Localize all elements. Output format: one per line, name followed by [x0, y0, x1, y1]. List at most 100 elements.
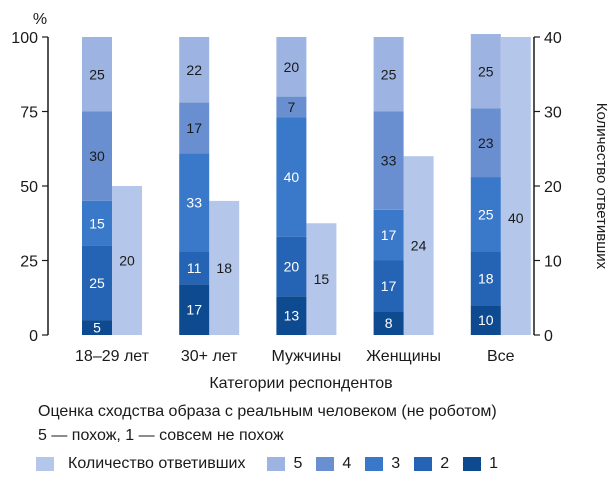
legend-swatch-3	[365, 457, 384, 471]
stack-segment-4	[276, 96, 307, 118]
segment-label: 17	[381, 278, 397, 294]
right-axis-title: Количество ответивших	[593, 103, 607, 270]
segment-label: 20	[284, 258, 300, 274]
right-tick-label: 30	[544, 105, 562, 122]
segment-label: 11	[187, 260, 202, 276]
stack-segment-1	[276, 296, 307, 335]
segment-label: 25	[478, 63, 494, 79]
legend-item-3: 3	[365, 455, 400, 473]
legend: Количество ответивших 5 4 3 2 1	[36, 455, 512, 473]
legend-item-2: 2	[414, 455, 449, 473]
stack-segment-3	[82, 200, 112, 246]
stack-segment-3	[179, 153, 210, 252]
segment-label: 22	[186, 62, 202, 78]
stack-segment-2	[373, 260, 404, 312]
legend-label-count: Количество ответивших	[68, 455, 246, 472]
segment-label: 10	[478, 312, 494, 328]
segment-label: 23	[478, 135, 494, 151]
stack-segment-1	[179, 284, 210, 335]
legend-label-4: 4	[342, 455, 352, 472]
segment-label: 30	[89, 148, 105, 164]
stack-segment-2	[179, 251, 210, 285]
count-bar	[209, 200, 240, 335]
count-bar	[112, 186, 142, 335]
stack-segment-3	[470, 177, 501, 252]
left-tick-label: 100	[11, 30, 38, 47]
stack-segment-2	[276, 236, 307, 297]
category-label: 30+ лет	[181, 348, 238, 365]
stack-segment-4	[373, 111, 404, 210]
right-tick-label: 20	[544, 179, 562, 196]
count-label: 24	[411, 238, 427, 254]
stack-segment-4	[470, 108, 501, 178]
stack-segment-1	[373, 311, 404, 335]
legend-item-4: 4	[316, 455, 351, 473]
stack-segment-5	[373, 37, 404, 112]
left-tick-label: 50	[20, 179, 38, 196]
caption-line-1: Оценка сходства образа с реальным челове…	[38, 403, 497, 420]
right-tick-label: 10	[544, 254, 562, 271]
caption-line-2: 5 — похож, 1 — совсем не похож	[38, 427, 284, 444]
stack-segment-1	[82, 320, 112, 335]
left-tick-label: 75	[20, 105, 38, 122]
stack-segment-3	[276, 117, 307, 237]
count-label: 40	[508, 210, 524, 226]
category-label: Все	[487, 348, 515, 365]
segment-label: 17	[186, 302, 202, 318]
right-tick-label: 0	[544, 328, 553, 345]
stack-segment-5	[470, 34, 501, 109]
count-bar	[403, 156, 434, 335]
legend-label-1: 1	[489, 455, 498, 472]
segment-label: 33	[186, 194, 202, 210]
stack-segment-3	[373, 209, 404, 261]
count-label: 20	[119, 253, 135, 269]
segment-label: 7	[288, 99, 296, 115]
legend-swatch-count	[36, 457, 54, 471]
right-tick-label: 40	[544, 30, 562, 47]
segment-label: 40	[284, 169, 300, 185]
stack-segment-2	[470, 251, 501, 306]
legend-label-2: 2	[440, 455, 450, 472]
stack-segment-5	[179, 37, 210, 103]
segment-label: 5	[93, 320, 101, 336]
x-axis-title: Категории респондентов	[209, 375, 392, 392]
legend-swatch-5	[267, 457, 286, 471]
category-label: 18–29 лет	[75, 348, 150, 365]
stack-segment-4	[82, 111, 112, 201]
segment-label: 15	[89, 215, 105, 231]
segment-label: 17	[381, 227, 397, 243]
legend-swatch-1	[463, 457, 482, 471]
segment-label: 25	[478, 206, 494, 222]
count-label: 18	[216, 260, 232, 276]
stack-segment-2	[82, 245, 112, 321]
count-label: 15	[314, 271, 330, 287]
left-tick-label: 0	[29, 328, 38, 345]
category-label: Мужчины	[271, 348, 341, 365]
segment-label: 17	[186, 120, 202, 136]
segment-label: 20	[284, 59, 300, 75]
stack-segment-5	[276, 37, 307, 97]
stack-segment-1	[470, 305, 501, 335]
legend-item-5: 5	[267, 455, 302, 473]
category-label: Женщины	[366, 348, 441, 365]
segment-label: 25	[89, 275, 105, 291]
left-axis-unit: %	[33, 11, 47, 28]
count-bar	[306, 223, 337, 335]
segment-label: 8	[385, 315, 393, 331]
segment-label: 25	[89, 66, 105, 82]
segment-label: 33	[381, 153, 397, 169]
segment-label: 18	[478, 270, 494, 286]
legend-item-1: 1	[463, 455, 498, 473]
stack-segment-4	[179, 102, 210, 154]
stack-segment-5	[82, 37, 112, 112]
legend-swatch-2	[414, 457, 433, 471]
segment-label: 13	[284, 308, 300, 324]
legend-label-5: 5	[293, 455, 303, 472]
legend-swatch-4	[316, 457, 335, 471]
count-bar	[500, 37, 531, 335]
legend-label-3: 3	[391, 455, 401, 472]
left-tick-label: 25	[20, 254, 38, 271]
segment-label: 25	[381, 66, 397, 82]
legend-item-count: Количество ответивших	[36, 455, 245, 473]
